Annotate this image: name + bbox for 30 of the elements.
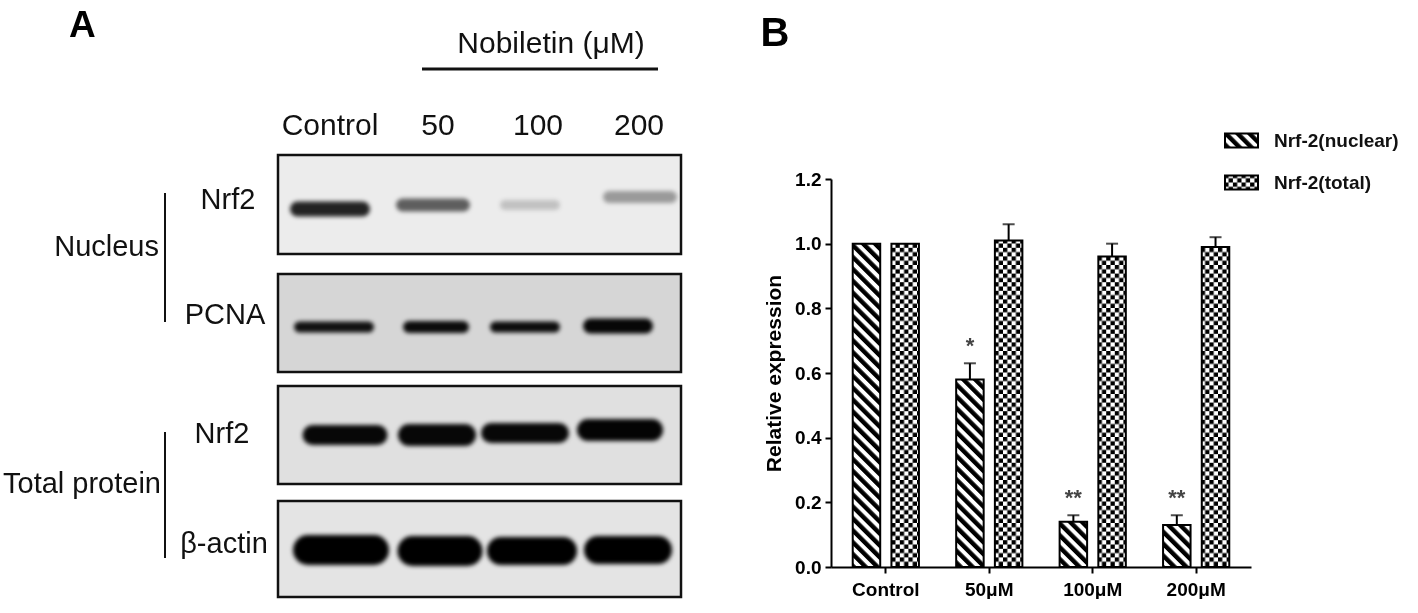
text: 100 bbox=[512, 108, 564, 141]
text: 200 bbox=[613, 108, 665, 141]
x-tick-label: Control bbox=[852, 578, 920, 600]
x-tick-label: 200μM bbox=[1166, 578, 1226, 600]
x-tick-label: 100μM bbox=[1063, 578, 1123, 600]
y-tick-label: 0.4 bbox=[795, 427, 822, 449]
y-tick-label: 1.2 bbox=[795, 168, 822, 190]
annotation: ** bbox=[1064, 485, 1083, 511]
legend-label: Nrf-2(nuclear) bbox=[1274, 129, 1399, 151]
annotation: ** bbox=[1168, 485, 1186, 511]
y-tick-label: 0.0 bbox=[795, 556, 822, 578]
x-tick-label: 50μM bbox=[964, 578, 1014, 600]
text: Nucleus bbox=[54, 230, 159, 262]
chart-title: B bbox=[760, 10, 790, 54]
text: Nobiletin (μM) bbox=[457, 26, 645, 59]
text: Total protein bbox=[3, 467, 161, 499]
y-tick-label: 0.2 bbox=[795, 491, 822, 513]
legend-label: Nrf-2(total) bbox=[1274, 171, 1372, 193]
annotation: * bbox=[965, 333, 975, 359]
text: A bbox=[69, 4, 96, 45]
text: β-actin bbox=[180, 527, 268, 559]
text: Control bbox=[281, 108, 379, 141]
y-tick-label: 0.6 bbox=[795, 362, 822, 384]
y-axis-title: Relative expression bbox=[762, 274, 786, 473]
y-tick-label: 0.8 bbox=[795, 297, 822, 319]
text: PCNA bbox=[184, 298, 266, 330]
text: Nrf2 bbox=[194, 417, 250, 449]
text: 50 bbox=[421, 108, 455, 141]
y-tick-label: 1.0 bbox=[795, 233, 822, 255]
text: Nrf2 bbox=[200, 183, 256, 215]
